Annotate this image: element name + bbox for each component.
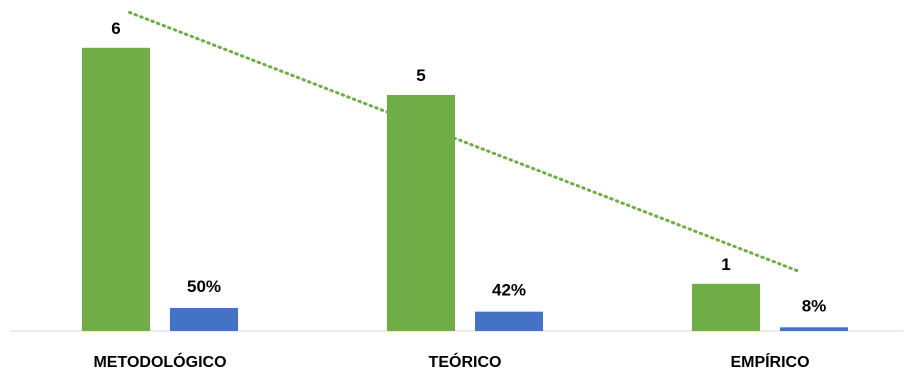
- bar-percent-2: [475, 311, 543, 331]
- data-label-percent-3: 8%: [802, 296, 827, 315]
- bar-percent-3: [780, 327, 848, 331]
- bars-layer: [82, 47, 848, 332]
- bar-percent-1: [170, 308, 238, 331]
- data-label-percent-2: 42%: [492, 281, 526, 300]
- bar-count-1: [82, 47, 150, 332]
- trendline-layer: [128, 10, 802, 274]
- data-label-count-3: 1: [721, 255, 730, 274]
- bar-count-2: [387, 95, 455, 331]
- data-labels-layer: 6 50% 5 42% 1 8%: [111, 19, 826, 316]
- x-tick-label-1: METODOLÓGICO: [93, 352, 226, 371]
- trendline: [128, 10, 802, 274]
- data-label-percent-1: 50%: [187, 277, 221, 296]
- data-label-count-1: 6: [111, 19, 120, 38]
- x-tick-labels-layer: METODOLÓGICO TEÓRICO EMPÍRICO: [93, 352, 809, 371]
- x-tick-label-2: TEÓRICO: [429, 352, 502, 371]
- x-tick-label-3: EMPÍRICO: [730, 352, 809, 371]
- bar-count-3: [692, 283, 760, 331]
- data-label-count-2: 5: [416, 66, 425, 85]
